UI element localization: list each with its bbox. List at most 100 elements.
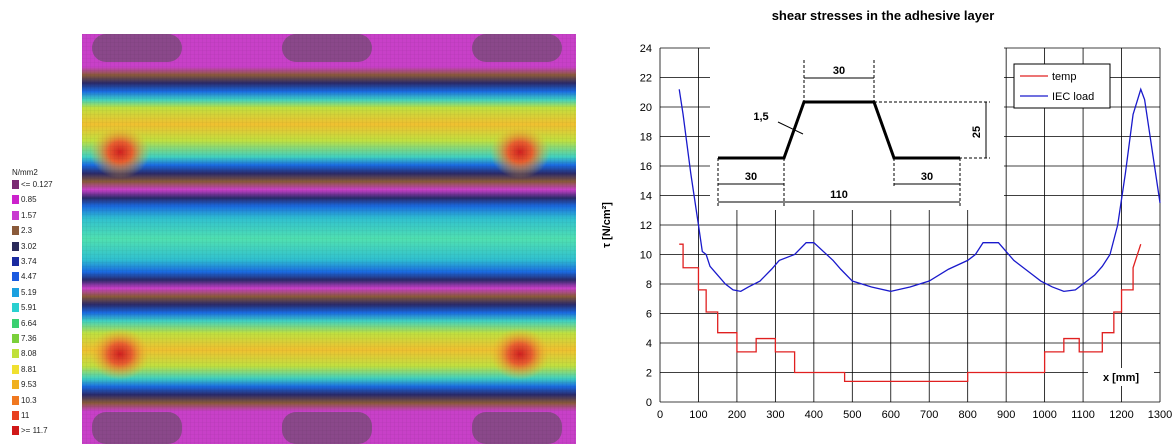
legend-entry: >= 11.7 [12, 426, 48, 436]
legend-swatch [12, 195, 19, 205]
inset-background [710, 46, 1004, 210]
legend-label: 10.3 [21, 395, 37, 405]
legend-label: 7.36 [21, 334, 37, 343]
legend-label: 1.57 [21, 210, 37, 220]
y-tick-label: 10 [640, 250, 652, 262]
series-line-iec-load [678, 87, 1161, 293]
legend-label: 9.53 [21, 380, 37, 390]
inset-label: 1,5 [753, 111, 768, 123]
x-tick-label: 200 [728, 409, 746, 421]
y-tick-label: 0 [646, 397, 652, 409]
x-tick-label: 300 [766, 409, 784, 421]
legend-swatch [12, 395, 19, 405]
legend-entry: 10.3 [12, 395, 37, 406]
legend-swatch [12, 226, 19, 236]
legend-label: 3.02 [21, 241, 37, 251]
x-tick-label: 900 [997, 409, 1015, 421]
x-tick-label: 600 [882, 409, 900, 421]
y-tick-label: 2 [646, 368, 652, 380]
inset-label: 30 [833, 65, 845, 77]
legend-label: 5.91 [21, 303, 37, 313]
legend-label: 4.47 [21, 272, 37, 282]
y-tick-label: 14 [640, 191, 652, 203]
inset-diagram: 30 1,5 25 30 110 30 [710, 46, 1004, 210]
line-chart: shear stresses in the adhesive layer 0 10… [601, 8, 1172, 421]
legend-entry: 5.19 [12, 287, 37, 298]
inset-label: 30 [745, 171, 757, 183]
y-tick-label: 8 [646, 279, 652, 291]
legend-label: 8.08 [21, 349, 37, 359]
inset-arrow [777, 121, 804, 135]
legend-entry: 0.85 [12, 195, 37, 205]
contour-plot [82, 34, 576, 444]
legend-swatch [12, 287, 19, 297]
legend-label: 0.85 [21, 195, 37, 205]
y-tick-label: 24 [640, 43, 652, 55]
series-group [678, 87, 1161, 383]
contour-legend: N/mm2 <= 0.127 0.85 1.57 2.3 3.02 3.74 4.47 5.1… [8, 168, 78, 444]
legend-swatch [12, 180, 19, 189]
inset-label: 30 [921, 171, 933, 183]
series-line-temp [679, 243, 1142, 383]
legend-swatch [12, 364, 19, 374]
legend-swatch [12, 349, 19, 359]
legend-swatch [12, 303, 19, 313]
x-tick-label: 1200 [1109, 409, 1133, 421]
legend-entry: 3.02 [12, 241, 37, 252]
legend-swatch [12, 426, 19, 436]
x-tick-label: 700 [920, 409, 938, 421]
inset-label: 25 [971, 126, 983, 138]
legend-swatch [12, 257, 19, 266]
legend-box [1013, 63, 1111, 109]
y-tick-label: 20 [640, 102, 652, 114]
x-tick-label: 0 [657, 409, 663, 421]
tick-labels: 0 100 200 300 400 500 600 700 800 900 1000 1100 1200… [640, 43, 1172, 421]
legend-entry: <= 0.127 [12, 180, 53, 190]
legend-entry: 9.53 [12, 380, 37, 390]
legend-swatch [12, 334, 19, 343]
mesh-overlay [82, 34, 576, 444]
legend-swatch [12, 241, 19, 251]
x-tick-label: 1000 [1032, 409, 1056, 421]
y-tick-label: 6 [646, 309, 652, 321]
legend-label: 3.74 [21, 257, 37, 266]
legend-entry: 1.57 [12, 210, 37, 221]
y-axis-label: τ [N/cm²] [601, 202, 613, 248]
x-tick-label: 100 [689, 409, 707, 421]
x-axis-label-box [1088, 368, 1154, 386]
legend-label-iec-load: IEC load [1052, 91, 1094, 103]
legend-label: 6.64 [21, 318, 37, 328]
chart-title: shear stresses in the adhesive layer [772, 8, 995, 23]
inset-label: 110 [830, 189, 848, 201]
y-tick-label: 12 [640, 220, 652, 232]
y-tick-label: 4 [646, 338, 652, 350]
legend-swatch [12, 411, 19, 420]
legend-entry: 6.64 [12, 318, 37, 329]
legend-entry: 8.08 [12, 349, 37, 359]
legend-label: 2.3 [21, 226, 33, 236]
x-tick-label: 800 [959, 409, 977, 421]
x-tick-label: 1100 [1071, 409, 1095, 421]
x-tick-label: 1300 [1148, 409, 1172, 421]
legend-swatch [12, 210, 19, 220]
x-axis-label: x [mm] [1103, 372, 1139, 384]
legend-label-temp: temp [1052, 71, 1076, 83]
chart-legend: temp IEC load [1013, 63, 1111, 109]
legend-label: <= 0.127 [21, 180, 53, 189]
legend-entry: 8.81 [12, 364, 37, 375]
legend-label: 11 [21, 411, 30, 420]
legend-label: >= 11.7 [21, 426, 48, 436]
legend-unit: N/mm2 [12, 168, 38, 177]
legend-swatch [12, 272, 19, 282]
legend-entry: 11 [12, 411, 29, 421]
legend-entry: 4.47 [12, 272, 37, 282]
legend-swatch [12, 380, 19, 390]
legend-label: 5.19 [21, 287, 37, 297]
legend-entry: 7.36 [12, 334, 37, 344]
x-tick-label: 500 [843, 409, 861, 421]
legend-entry: 3.74 [12, 257, 37, 267]
legend-entry: 2.3 [12, 226, 32, 236]
legend-swatch [12, 318, 19, 328]
y-tick-label: 22 [640, 73, 652, 85]
legend-entry: 5.91 [12, 303, 37, 313]
